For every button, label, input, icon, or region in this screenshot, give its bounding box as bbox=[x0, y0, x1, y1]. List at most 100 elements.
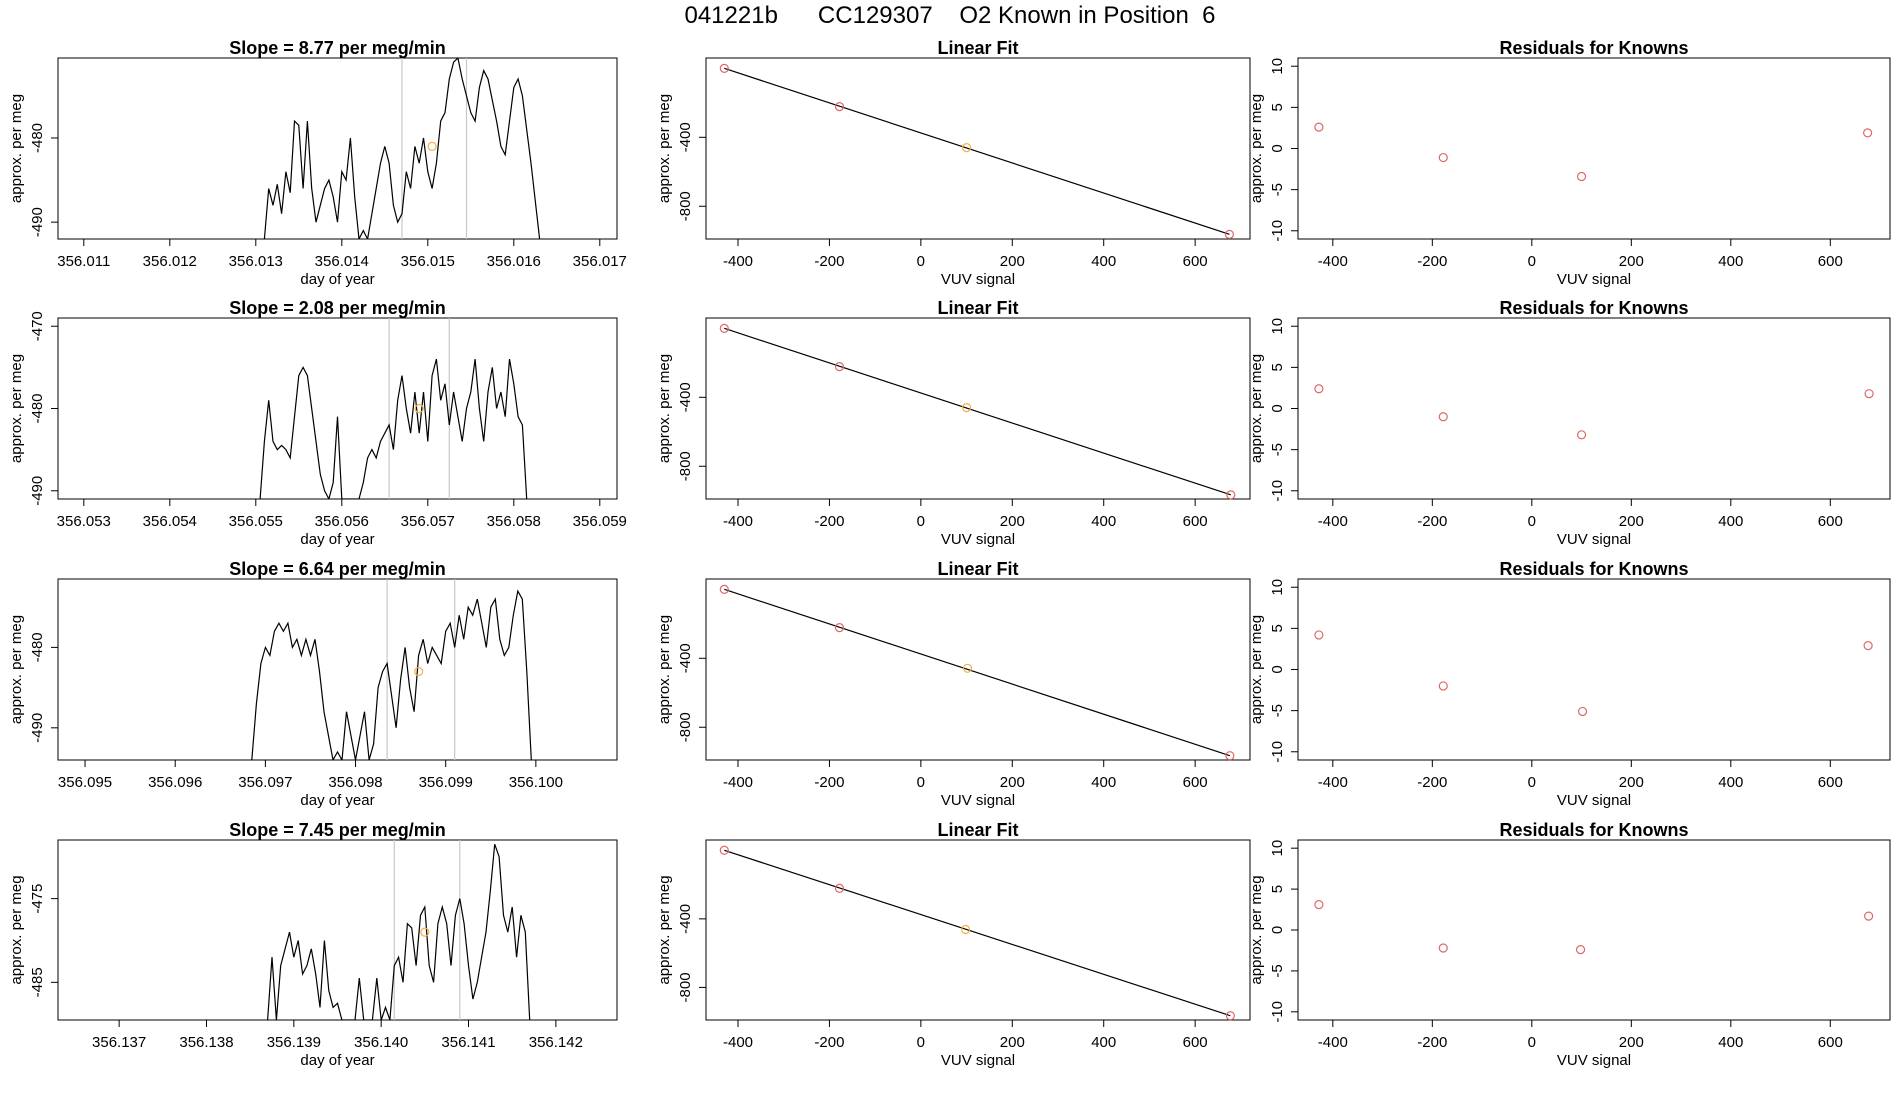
r2-linear-fit-x-tick-label: 0 bbox=[917, 513, 925, 530]
r2-time-series-x-tick-label: 356.057 bbox=[401, 513, 455, 530]
r3-residuals-residual-point bbox=[1314, 630, 1324, 640]
r1-time-series-x-axis-label: day of year bbox=[300, 271, 374, 288]
r4-linear-fit-data-point bbox=[1225, 1011, 1235, 1021]
r1-residuals-x-tick-label: -200 bbox=[1417, 253, 1447, 270]
r1-residuals-x-axis-label: VUV signal bbox=[1557, 271, 1631, 288]
r4-residuals-x-tick-label: 0 bbox=[1528, 1034, 1536, 1051]
r4-linear-fit-x-tick-label: 200 bbox=[1000, 1034, 1025, 1051]
r4-linear-fit-x-tick-label: -400 bbox=[723, 1034, 753, 1051]
r1-linear-fit-x-tick-label: 600 bbox=[1183, 253, 1208, 270]
r1-time-series-y-tick-label: -490 bbox=[29, 207, 46, 237]
r2-residuals-title: Residuals for Knowns bbox=[1499, 298, 1688, 318]
r4-linear-fit-title: Linear Fit bbox=[937, 820, 1018, 840]
r1-linear-fit-data-point bbox=[961, 143, 972, 153]
r1-residuals-residual-point bbox=[1438, 152, 1448, 163]
r4-time-series-x-tick-label: 356.142 bbox=[529, 1034, 583, 1051]
r1-time-series-series-line bbox=[263, 58, 541, 239]
r2-time-series-x-axis-label: day of year bbox=[300, 531, 374, 548]
r3-residuals-x-tick-label: -400 bbox=[1318, 774, 1348, 791]
r3-linear-fit-y-axis-label: approx. per meg bbox=[656, 615, 673, 724]
r2-linear-fit-title: Linear Fit bbox=[937, 298, 1018, 318]
r3-linear-fit-y-tick-label: -400 bbox=[677, 643, 694, 673]
r4-residuals-y-tick-label: 10 bbox=[1269, 840, 1286, 857]
r1-linear-fit-data-point bbox=[1224, 229, 1235, 239]
r2-time-series-y-tick-label: -490 bbox=[29, 476, 46, 506]
r2-time-series-series-line bbox=[259, 358, 528, 499]
r4-time-series-x-tick-label: 356.140 bbox=[354, 1034, 408, 1051]
r2-residuals-x-tick-label: 600 bbox=[1818, 513, 1843, 530]
r1-linear-fit-x-tick-label: -200 bbox=[814, 253, 844, 270]
r3-time-series-x-axis-label: day of year bbox=[300, 792, 374, 809]
r4-time-series-x-tick-label: 356.139 bbox=[267, 1034, 321, 1051]
r4-linear-fit-y-tick-label: -800 bbox=[677, 972, 694, 1002]
r4-time-series-x-tick-label: 356.141 bbox=[441, 1034, 495, 1051]
r2-linear-fit-x-tick-label: -400 bbox=[723, 513, 753, 530]
r1-linear-fit-data-point bbox=[719, 63, 729, 73]
r4-linear-fit-fit-line bbox=[724, 849, 1231, 1017]
r2-time-series-x-tick-label: 356.058 bbox=[487, 513, 541, 530]
r2-residuals-x-tick-label: 200 bbox=[1619, 513, 1644, 530]
r3-time-series-y-tick-label: -490 bbox=[29, 713, 46, 743]
r4-residuals-x-tick-label: 200 bbox=[1619, 1034, 1644, 1051]
r3-residuals-y-tick-label: -10 bbox=[1269, 741, 1286, 763]
r1-residuals-x-tick-label: -400 bbox=[1318, 253, 1348, 270]
r3-residuals-residual-point bbox=[1863, 641, 1873, 651]
r1-residuals-y-tick-label: 5 bbox=[1269, 103, 1286, 111]
r4-time-series-highlight-point bbox=[420, 927, 430, 937]
r3-time-series-highlight-point bbox=[414, 666, 424, 677]
r1-linear-fit-x-tick-label: 400 bbox=[1091, 253, 1116, 270]
r3-linear-fit-x-tick-label: -200 bbox=[814, 774, 844, 791]
r1-residuals-residual-point bbox=[1576, 171, 1587, 182]
r2-time-series-y-tick-label: -480 bbox=[29, 393, 46, 423]
r3-residuals-x-tick-label: 400 bbox=[1718, 774, 1743, 791]
r4-time-series-y-axis-label: approx. per meg bbox=[8, 875, 25, 984]
r2-linear-fit-data-point bbox=[719, 323, 729, 333]
r1-residuals-x-tick-label: 200 bbox=[1619, 253, 1644, 270]
r4-residuals-x-tick-label: -200 bbox=[1417, 1034, 1447, 1051]
r3-linear-fit-x-axis-label: VUV signal bbox=[941, 792, 1015, 809]
r1-time-series-y-axis-label: approx. per meg bbox=[8, 94, 25, 203]
r2-linear-fit-x-tick-label: -200 bbox=[814, 513, 844, 530]
r4-residuals-y-tick-label: 5 bbox=[1269, 885, 1286, 893]
r3-residuals-residual-point bbox=[1577, 706, 1588, 717]
r3-time-series-series-line bbox=[251, 589, 532, 760]
r3-residuals-x-tick-label: 600 bbox=[1818, 774, 1843, 791]
r4-linear-fit-x-tick-label: -200 bbox=[814, 1034, 844, 1051]
r4-residuals-x-axis-label: VUV signal bbox=[1557, 1052, 1631, 1069]
r3-time-series-plot-frame bbox=[57, 578, 618, 761]
r2-time-series-x-tick-label: 356.054 bbox=[143, 513, 197, 530]
r2-time-series-y-axis-label: approx. per meg bbox=[8, 354, 25, 463]
r2-time-series-x-tick-label: 356.053 bbox=[57, 513, 111, 530]
r1-residuals-y-tick-label: 0 bbox=[1269, 144, 1286, 152]
r3-residuals-plot-frame bbox=[1297, 578, 1891, 761]
r3-linear-fit-data-point bbox=[962, 663, 973, 673]
r3-linear-fit-data-point bbox=[719, 584, 729, 594]
r1-time-series-x-tick-label: 356.015 bbox=[401, 253, 455, 270]
r3-time-series-x-tick-label: 356.096 bbox=[148, 774, 202, 791]
r1-residuals-y-tick-label: 10 bbox=[1269, 58, 1286, 75]
r2-linear-fit-x-tick-label: 400 bbox=[1091, 513, 1116, 530]
r2-time-series-x-tick-label: 356.055 bbox=[229, 513, 283, 530]
r2-residuals-x-tick-label: 0 bbox=[1528, 513, 1536, 530]
r4-time-series-y-tick-label: -485 bbox=[29, 967, 46, 997]
r3-linear-fit-x-tick-label: 600 bbox=[1183, 774, 1208, 791]
r4-residuals-residual-point bbox=[1864, 911, 1874, 921]
r4-time-series-title: Slope = 7.45 per meg/min bbox=[229, 820, 446, 840]
r4-time-series-series-line bbox=[267, 844, 531, 1020]
r2-linear-fit-fit-line bbox=[724, 327, 1231, 496]
r4-residuals-title: Residuals for Knowns bbox=[1499, 820, 1688, 840]
r2-residuals-x-axis-label: VUV signal bbox=[1557, 531, 1631, 548]
r1-time-series-plot-frame bbox=[57, 57, 618, 240]
r1-linear-fit-plot-frame bbox=[705, 57, 1251, 240]
r1-residuals-title: Residuals for Knowns bbox=[1499, 38, 1688, 58]
r2-time-series-title: Slope = 2.08 per meg/min bbox=[229, 298, 446, 318]
r1-time-series-x-tick-label: 356.011 bbox=[57, 253, 110, 270]
r4-linear-fit-data-point bbox=[834, 883, 845, 893]
r1-time-series-x-tick-label: 356.014 bbox=[315, 253, 369, 270]
r3-linear-fit-data-point bbox=[834, 623, 845, 633]
r1-linear-fit-y-tick-label: -800 bbox=[677, 191, 694, 221]
r2-linear-fit-data-point bbox=[834, 362, 845, 372]
r2-residuals-y-tick-label: -10 bbox=[1269, 480, 1286, 502]
r1-linear-fit-x-tick-label: 0 bbox=[917, 253, 925, 270]
r2-residuals-residual-point bbox=[1314, 384, 1324, 394]
